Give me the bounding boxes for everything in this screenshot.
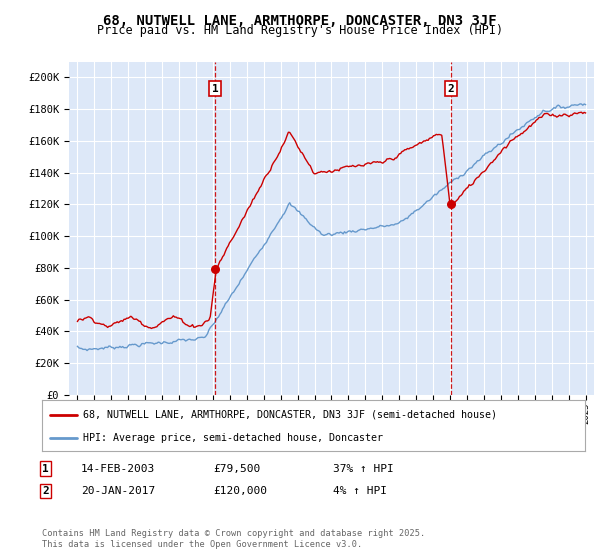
Text: 37% ↑ HPI: 37% ↑ HPI [333, 464, 394, 474]
Point [210, 264, 220, 273]
Text: 68, NUTWELL LANE, ARMTHORPE, DONCASTER, DN3 3JF: 68, NUTWELL LANE, ARMTHORPE, DONCASTER, … [103, 14, 497, 28]
Text: Contains HM Land Registry data © Crown copyright and database right 2025.
This d: Contains HM Land Registry data © Crown c… [42, 529, 425, 549]
Text: 1: 1 [42, 464, 49, 474]
Text: £79,500: £79,500 [213, 464, 260, 474]
Text: £120,000: £120,000 [213, 486, 267, 496]
Point [446, 200, 455, 209]
Text: 4% ↑ HPI: 4% ↑ HPI [333, 486, 387, 496]
Text: 20-JAN-2017: 20-JAN-2017 [81, 486, 155, 496]
Text: 68, NUTWELL LANE, ARMTHORPE, DONCASTER, DN3 3JF (semi-detached house): 68, NUTWELL LANE, ARMTHORPE, DONCASTER, … [83, 409, 497, 419]
Text: 1: 1 [212, 83, 218, 94]
Text: 2: 2 [448, 83, 454, 94]
Text: Price paid vs. HM Land Registry's House Price Index (HPI): Price paid vs. HM Land Registry's House … [97, 24, 503, 37]
Text: 2: 2 [42, 486, 49, 496]
Text: 14-FEB-2003: 14-FEB-2003 [81, 464, 155, 474]
Text: HPI: Average price, semi-detached house, Doncaster: HPI: Average price, semi-detached house,… [83, 433, 383, 443]
